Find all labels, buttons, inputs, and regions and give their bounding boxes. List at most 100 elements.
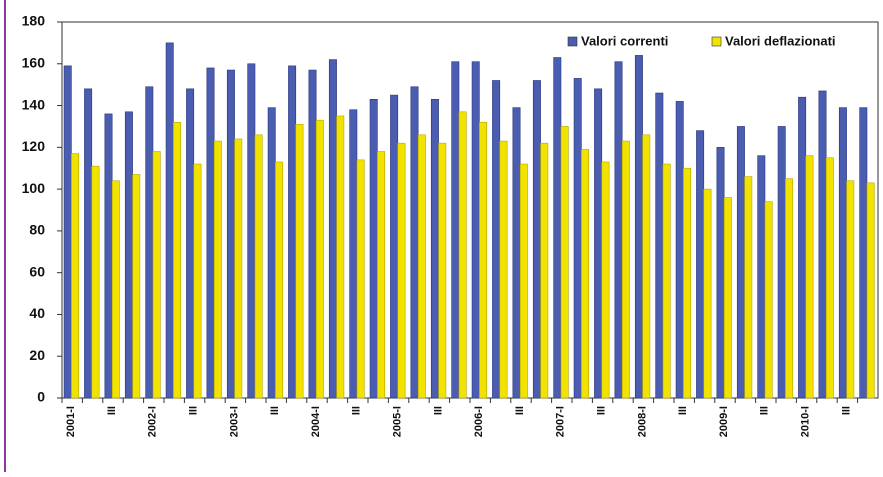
bar xyxy=(430,98,439,399)
bar xyxy=(193,163,202,399)
bar xyxy=(560,126,569,399)
bar xyxy=(254,134,263,399)
x-tick-label: 2007-I xyxy=(555,406,567,437)
bar xyxy=(846,180,855,399)
y-tick-label: 160 xyxy=(22,54,46,70)
bar xyxy=(104,113,113,399)
x-tick-label: 2004-I xyxy=(310,406,322,437)
bar xyxy=(63,65,72,399)
bar xyxy=(716,147,725,399)
bar xyxy=(696,130,705,399)
bar xyxy=(581,149,590,399)
legend-label: Valori correnti xyxy=(581,33,668,48)
bar xyxy=(683,167,692,399)
bar xyxy=(336,115,345,399)
bar xyxy=(805,155,814,399)
x-tick-label: III xyxy=(269,406,281,415)
x-tick-label: III xyxy=(677,406,689,415)
bar xyxy=(675,101,684,399)
bar xyxy=(471,61,480,399)
bar xyxy=(825,157,834,399)
bar xyxy=(315,119,324,399)
bar xyxy=(499,140,508,399)
x-tick-label: 2002-I xyxy=(147,406,159,437)
y-tick-label: 140 xyxy=(22,96,46,112)
bar xyxy=(736,126,745,399)
bar xyxy=(91,165,100,399)
bar xyxy=(458,111,467,399)
bar xyxy=(866,182,875,399)
bar xyxy=(798,96,807,399)
bar xyxy=(540,142,549,399)
bar xyxy=(757,155,766,399)
x-tick-label: III xyxy=(514,406,526,415)
bar xyxy=(275,161,284,399)
x-tick-label: 2009-I xyxy=(718,406,730,437)
bar xyxy=(859,107,868,399)
bar xyxy=(369,98,378,399)
bar xyxy=(349,109,358,399)
bar xyxy=(247,63,256,399)
x-tick-label: 2008-I xyxy=(636,406,648,437)
bar xyxy=(84,88,93,399)
bar xyxy=(479,121,488,399)
bar xyxy=(295,124,304,399)
y-tick-label: 60 xyxy=(29,263,45,279)
bar xyxy=(390,94,399,399)
bar xyxy=(328,59,337,399)
x-tick-label: 2010-I xyxy=(799,406,811,437)
x-tick-label: III xyxy=(351,406,363,415)
x-tick-label: III xyxy=(595,406,607,415)
legend-swatch xyxy=(711,36,722,47)
bar xyxy=(377,151,386,399)
bar xyxy=(417,134,426,399)
x-tick-label: III xyxy=(840,406,852,415)
bar xyxy=(438,142,447,399)
bar xyxy=(152,151,161,399)
bar xyxy=(410,86,419,399)
bar xyxy=(621,140,630,399)
bar xyxy=(206,67,215,399)
x-tick-label: III xyxy=(759,406,771,415)
bar xyxy=(492,80,501,399)
bar xyxy=(642,134,651,399)
bar xyxy=(634,55,643,399)
y-tick-label: 20 xyxy=(29,347,45,363)
bar xyxy=(356,159,365,399)
bar xyxy=(213,140,222,399)
bar xyxy=(124,111,133,399)
bar xyxy=(662,163,671,399)
x-tick-label: III xyxy=(187,406,199,415)
bar xyxy=(532,80,541,399)
y-tick-label: 100 xyxy=(22,180,46,196)
bar xyxy=(594,88,603,399)
bar xyxy=(397,142,406,399)
bar xyxy=(234,138,243,399)
bar xyxy=(288,65,297,399)
x-tick-label: 2006-I xyxy=(473,406,485,437)
legend-swatch xyxy=(567,36,578,47)
bar xyxy=(267,107,276,399)
bar xyxy=(111,180,120,399)
x-tick-label: 2003-I xyxy=(228,406,240,437)
bar xyxy=(573,78,582,399)
bar xyxy=(838,107,847,399)
bar xyxy=(601,161,610,399)
bar xyxy=(451,61,460,399)
y-tick-label: 0 xyxy=(37,389,45,405)
y-tick-label: 80 xyxy=(29,222,45,238)
bar xyxy=(553,57,562,399)
bar xyxy=(723,197,732,399)
y-tick-label: 40 xyxy=(29,305,45,321)
bar xyxy=(173,121,182,399)
x-tick-label: 2001-I xyxy=(65,406,77,437)
y-tick-label: 180 xyxy=(22,13,46,29)
bar xyxy=(71,153,80,399)
x-tick-label: 2005-I xyxy=(391,406,403,437)
y-tick-label: 120 xyxy=(22,138,46,154)
bar xyxy=(655,92,664,399)
bar xyxy=(744,176,753,399)
bar xyxy=(764,201,773,399)
